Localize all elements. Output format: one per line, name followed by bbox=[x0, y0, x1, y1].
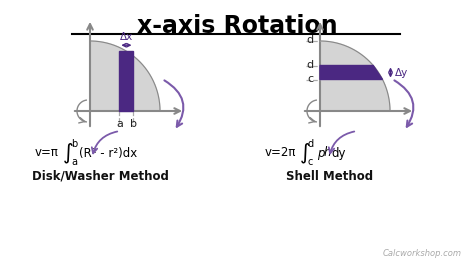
Text: a: a bbox=[71, 157, 77, 167]
Polygon shape bbox=[320, 41, 390, 111]
Text: d: d bbox=[307, 60, 314, 70]
Polygon shape bbox=[90, 41, 160, 111]
Text: Disk/Washer Method: Disk/Washer Method bbox=[32, 169, 168, 182]
Text: p: p bbox=[317, 147, 325, 160]
Text: d: d bbox=[307, 35, 314, 45]
Text: b: b bbox=[71, 139, 77, 149]
Text: Shell Method: Shell Method bbox=[286, 169, 374, 182]
Text: Calcworkshop.com: Calcworkshop.com bbox=[383, 249, 462, 258]
Text: h: h bbox=[324, 147, 331, 160]
Polygon shape bbox=[119, 51, 133, 111]
Text: (R² - r²)dx: (R² - r²)dx bbox=[79, 147, 137, 160]
Text: a: a bbox=[116, 119, 123, 129]
Text: Δx: Δx bbox=[120, 32, 133, 42]
Text: x-axis Rotation: x-axis Rotation bbox=[137, 14, 337, 38]
Text: ∫: ∫ bbox=[300, 143, 311, 163]
Polygon shape bbox=[320, 65, 383, 80]
Text: c: c bbox=[308, 157, 313, 167]
Text: v=2π: v=2π bbox=[265, 147, 296, 160]
Text: ∫: ∫ bbox=[63, 143, 74, 163]
Text: c: c bbox=[308, 74, 314, 85]
Text: b: b bbox=[130, 119, 137, 129]
Text: dy: dy bbox=[331, 147, 346, 160]
Text: Δy: Δy bbox=[394, 68, 408, 77]
Text: d: d bbox=[308, 139, 314, 149]
Text: v=π: v=π bbox=[35, 147, 59, 160]
